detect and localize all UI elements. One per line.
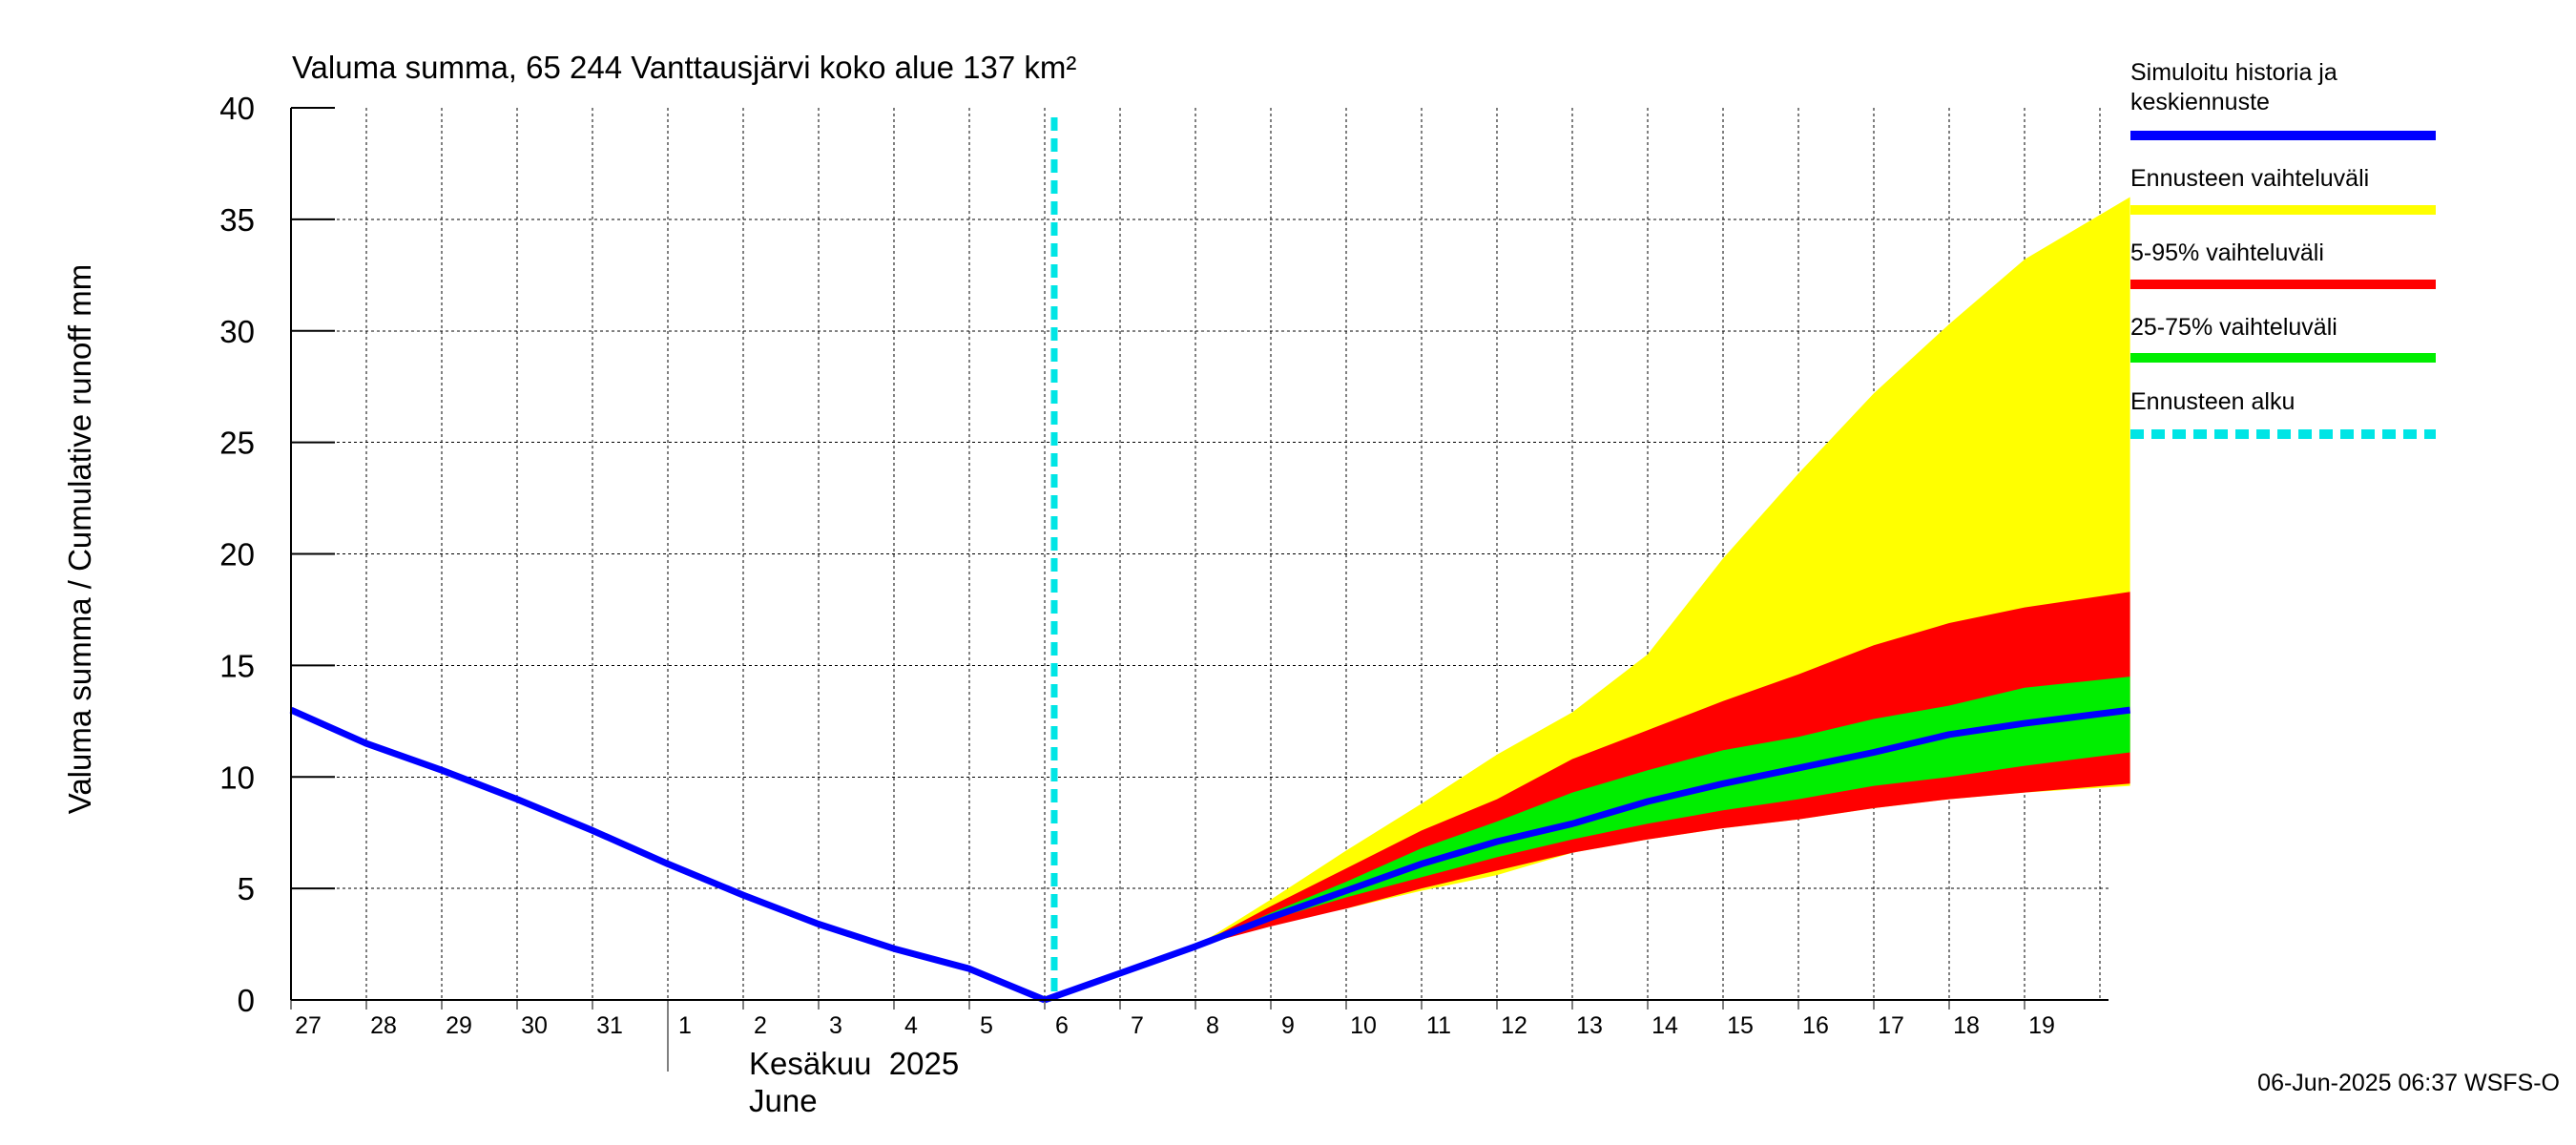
x-tick-label: 29 <box>446 1012 472 1039</box>
x-tick-label: 18 <box>1953 1012 1980 1039</box>
x-tick-label: 6 <box>1055 1012 1069 1039</box>
y-tick-label: 10 <box>219 760 255 795</box>
x-tick-label: 19 <box>2028 1012 2055 1039</box>
x-tick-label: 11 <box>1426 1012 1451 1039</box>
x-tick-label: 17 <box>1878 1012 1904 1039</box>
legend-item-simuloitu-historia-ja-keskiennuste-label: keskiennuste <box>2130 89 2270 115</box>
history-line <box>289 706 1047 1004</box>
legend-item-simuloitu-historia-ja-keskiennuste-label: Simuloitu historia ja <box>2130 59 2337 86</box>
x-tick-label: 30 <box>521 1012 548 1039</box>
x-tick-label: 3 <box>829 1012 842 1039</box>
x-tick-label: 1 <box>678 1012 692 1039</box>
y-tick-label: 30 <box>219 314 255 349</box>
x-tick-label: 27 <box>295 1012 322 1039</box>
month-label-en: June <box>749 1083 818 1118</box>
x-tick-label: 7 <box>1131 1012 1144 1039</box>
x-tick-label: 31 <box>596 1012 623 1039</box>
y-tick-label: 15 <box>219 648 255 683</box>
month-label-fi: Kesäkuu 2025 <box>749 1046 959 1081</box>
x-tick-label: 4 <box>904 1012 918 1039</box>
legend: Simuloitu historia ja keskiennuste Ennuste… <box>2130 59 2436 439</box>
legend-item-5-95-vaihteluv-li-label: 5-95% vaihteluväli <box>2130 239 2324 266</box>
y-tick-label: 35 <box>219 202 255 238</box>
x-tick-label: 28 <box>370 1012 397 1039</box>
x-tick-label: 10 <box>1350 1012 1377 1039</box>
legend-item-ennusteen-vaihteluv-li-label: Ennusteen vaihteluväli <box>2130 165 2369 192</box>
chart-title: Valuma summa, 65 244 Vanttausjärvi koko … <box>292 50 1076 85</box>
x-tick-label: 9 <box>1281 1012 1295 1039</box>
y-tick-label: 40 <box>219 91 255 126</box>
y-tick-label: 0 <box>238 983 255 1018</box>
x-tick-label: 2 <box>754 1012 767 1039</box>
legend-item-ennusteen-alku-label: Ennusteen alku <box>2130 388 2295 415</box>
x-tick-label: 8 <box>1206 1012 1219 1039</box>
legend-item-25-75-vaihteluv-li-label: 25-75% vaihteluväli <box>2130 314 2337 341</box>
y-tick-label: 20 <box>219 537 255 572</box>
y-tick-label: 25 <box>219 426 255 461</box>
median-forecast-line <box>1043 706 2131 1004</box>
x-tick-label: 16 <box>1802 1012 1829 1039</box>
x-tick-label: 13 <box>1576 1012 1603 1039</box>
footer-timestamp: 06-Jun-2025 06:37 WSFS-O <box>2257 1070 2560 1096</box>
x-tick-label: 14 <box>1652 1012 1678 1039</box>
x-tick-label: 15 <box>1727 1012 1754 1039</box>
x-tick-label: 12 <box>1501 1012 1527 1039</box>
y-axis-label: Valuma summa / Cumulative runoff mm <box>62 264 97 814</box>
x-tick-label: 5 <box>980 1012 993 1039</box>
y-tick-label: 5 <box>238 871 255 906</box>
